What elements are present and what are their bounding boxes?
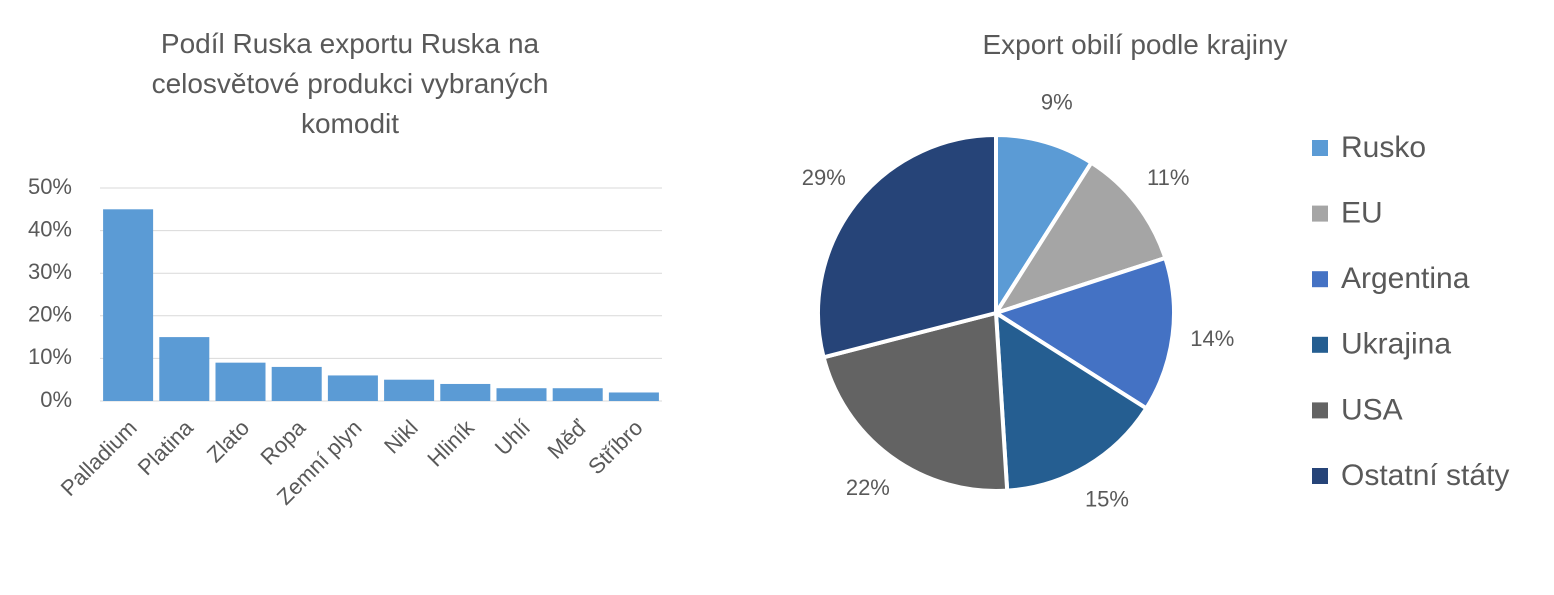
x-tick-label: Nikl	[379, 415, 423, 459]
pie-slice	[991, 255, 1176, 412]
x-tick-label: Měď	[542, 415, 591, 464]
legend-label: Rusko	[1341, 131, 1426, 164]
y-tick-label: 10%	[28, 344, 72, 369]
pie-slice	[993, 309, 1150, 493]
data-label: 29%	[802, 165, 846, 190]
bar-title: Podíl Ruska exportu Ruska na celosvětové…	[151, 28, 549, 139]
bar	[215, 362, 266, 401]
bar	[159, 337, 210, 401]
legend-swatch	[1312, 402, 1328, 419]
data-label: 9%	[1041, 89, 1073, 114]
x-tick-label: Stříbro	[583, 415, 647, 479]
pie-slice	[816, 132, 998, 360]
pie-slice	[994, 132, 1095, 320]
legend-label: EU	[1341, 197, 1383, 230]
data-label: 15%	[1085, 486, 1129, 511]
pie-slice	[821, 310, 1010, 493]
x-tick-label: Hliník	[422, 414, 479, 471]
legend-swatch	[1312, 336, 1328, 353]
legend-swatch	[1312, 205, 1328, 222]
bar	[384, 379, 435, 401]
x-tick-label: Palladium	[56, 415, 142, 501]
bar	[496, 388, 547, 401]
y-tick-label: 20%	[28, 302, 72, 327]
bar	[327, 375, 378, 401]
x-tick-label: Zlato	[202, 415, 254, 467]
data-label: 22%	[846, 475, 890, 500]
pie-title: Export obilí podle krajiny	[982, 29, 1288, 60]
bar	[103, 209, 154, 401]
legend-label: Ostatní státy	[1341, 459, 1509, 492]
data-label: 11%	[1147, 165, 1189, 190]
x-tick-label: Platina	[133, 414, 199, 480]
y-tick-label: 30%	[28, 259, 72, 284]
pie-slice	[991, 159, 1168, 317]
legend-label: USA	[1341, 393, 1403, 426]
bar	[608, 392, 659, 401]
x-tick-label: Uhlí	[490, 415, 535, 460]
data-label: 14%	[1190, 326, 1234, 351]
legend-swatch	[1312, 140, 1328, 156]
legend-swatch	[1312, 468, 1328, 484]
legend-swatch	[1312, 271, 1328, 288]
bar	[440, 383, 491, 401]
y-tick-label: 50%	[28, 174, 72, 199]
legend-label: Ukrajina	[1341, 328, 1451, 361]
bar	[552, 388, 603, 401]
y-tick-label: 0%	[40, 387, 72, 412]
legend-label: Argentina	[1341, 262, 1470, 295]
bar	[271, 366, 322, 401]
y-tick-label: 40%	[28, 216, 72, 241]
